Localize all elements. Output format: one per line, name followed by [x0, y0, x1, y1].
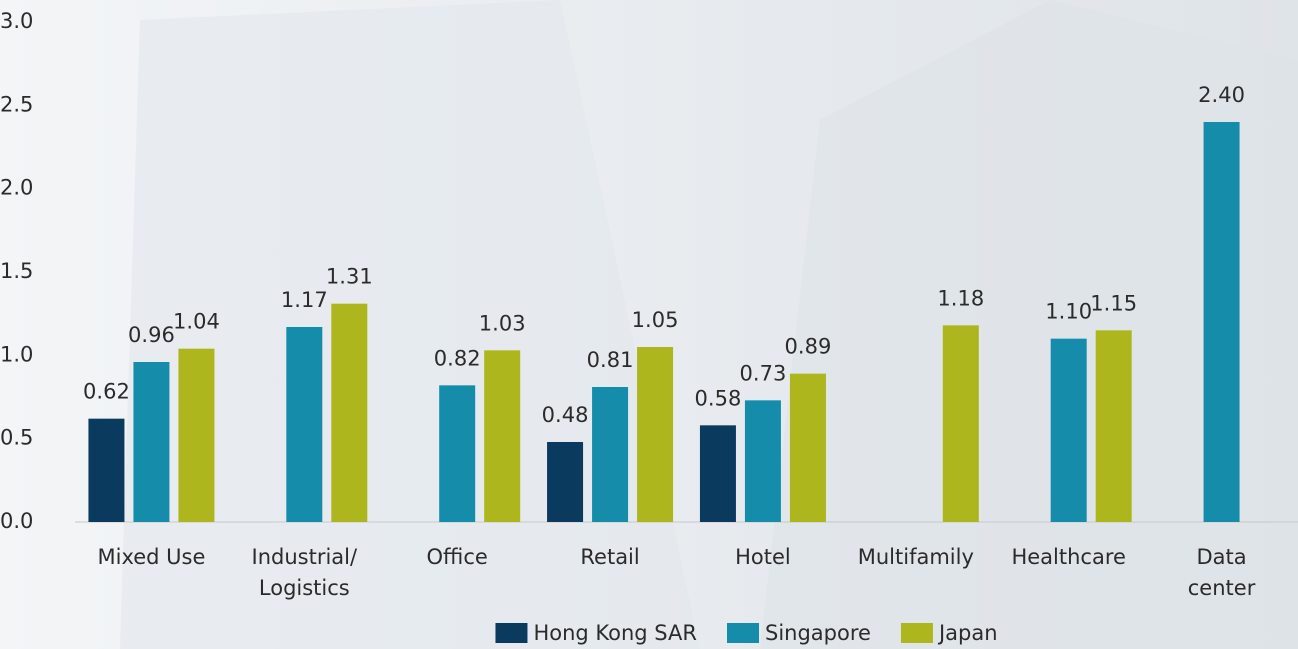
building-shape	[760, 0, 1298, 649]
bar	[1050, 338, 1087, 522]
x-tick-label: Data center	[1188, 545, 1256, 600]
value-label: 0.81	[587, 348, 634, 372]
value-label: 0.62	[83, 380, 130, 404]
bar	[637, 347, 674, 522]
x-tick-label: Mixed Use	[97, 545, 205, 569]
value-label: 0.73	[740, 361, 787, 385]
value-label: 1.15	[1090, 291, 1137, 315]
bar	[286, 327, 323, 522]
x-tick-label: Office	[427, 545, 488, 569]
legend-label: Hong Kong SAR	[533, 621, 697, 645]
x-tick-label: Industrial/Logistics	[252, 545, 358, 600]
bar	[942, 325, 979, 522]
bar	[592, 387, 629, 522]
value-label: 0.89	[785, 335, 832, 359]
bar	[88, 418, 125, 522]
bar	[178, 348, 215, 522]
legend-label: Japan	[937, 621, 998, 645]
y-tick-label: 2.5	[0, 92, 33, 116]
value-label: 0.48	[542, 403, 589, 427]
value-label: 0.96	[128, 323, 175, 347]
value-label: 2.40	[1198, 83, 1245, 107]
value-label: 1.03	[479, 311, 526, 335]
bar	[484, 350, 521, 522]
bar	[1203, 122, 1240, 522]
legend-swatch	[900, 623, 933, 643]
legend-label: Singapore	[765, 621, 871, 645]
value-label: 1.17	[281, 288, 328, 312]
legend-swatch	[727, 623, 759, 643]
bar	[547, 442, 584, 522]
legend-swatch	[495, 623, 528, 643]
value-label: 1.31	[326, 265, 373, 289]
value-label: 1.18	[937, 286, 984, 310]
bar	[1095, 330, 1132, 522]
value-label: 1.10	[1045, 300, 1092, 324]
value-label: 1.05	[632, 308, 679, 332]
bar	[331, 303, 368, 522]
y-tick-label: 0.0	[0, 509, 33, 533]
value-label: 1.04	[173, 310, 220, 334]
x-tick-label: Healthcare	[1011, 545, 1125, 569]
x-tick-label: Hotel	[735, 545, 791, 569]
bar	[439, 385, 476, 522]
y-tick-label: 0.5	[0, 426, 33, 450]
value-label: 0.58	[695, 386, 742, 410]
x-tick-label: Multifamily	[858, 545, 974, 569]
bar	[699, 425, 736, 522]
y-tick-label: 3.0	[0, 9, 33, 33]
value-label: 0.82	[434, 346, 481, 370]
bar	[133, 362, 170, 522]
bar	[744, 400, 781, 522]
bar	[789, 373, 826, 522]
y-tick-label: 1.0	[0, 342, 33, 366]
y-tick-label: 1.5	[0, 259, 33, 283]
x-tick-label: Retail	[580, 545, 639, 569]
y-tick-label: 2.0	[0, 176, 33, 200]
